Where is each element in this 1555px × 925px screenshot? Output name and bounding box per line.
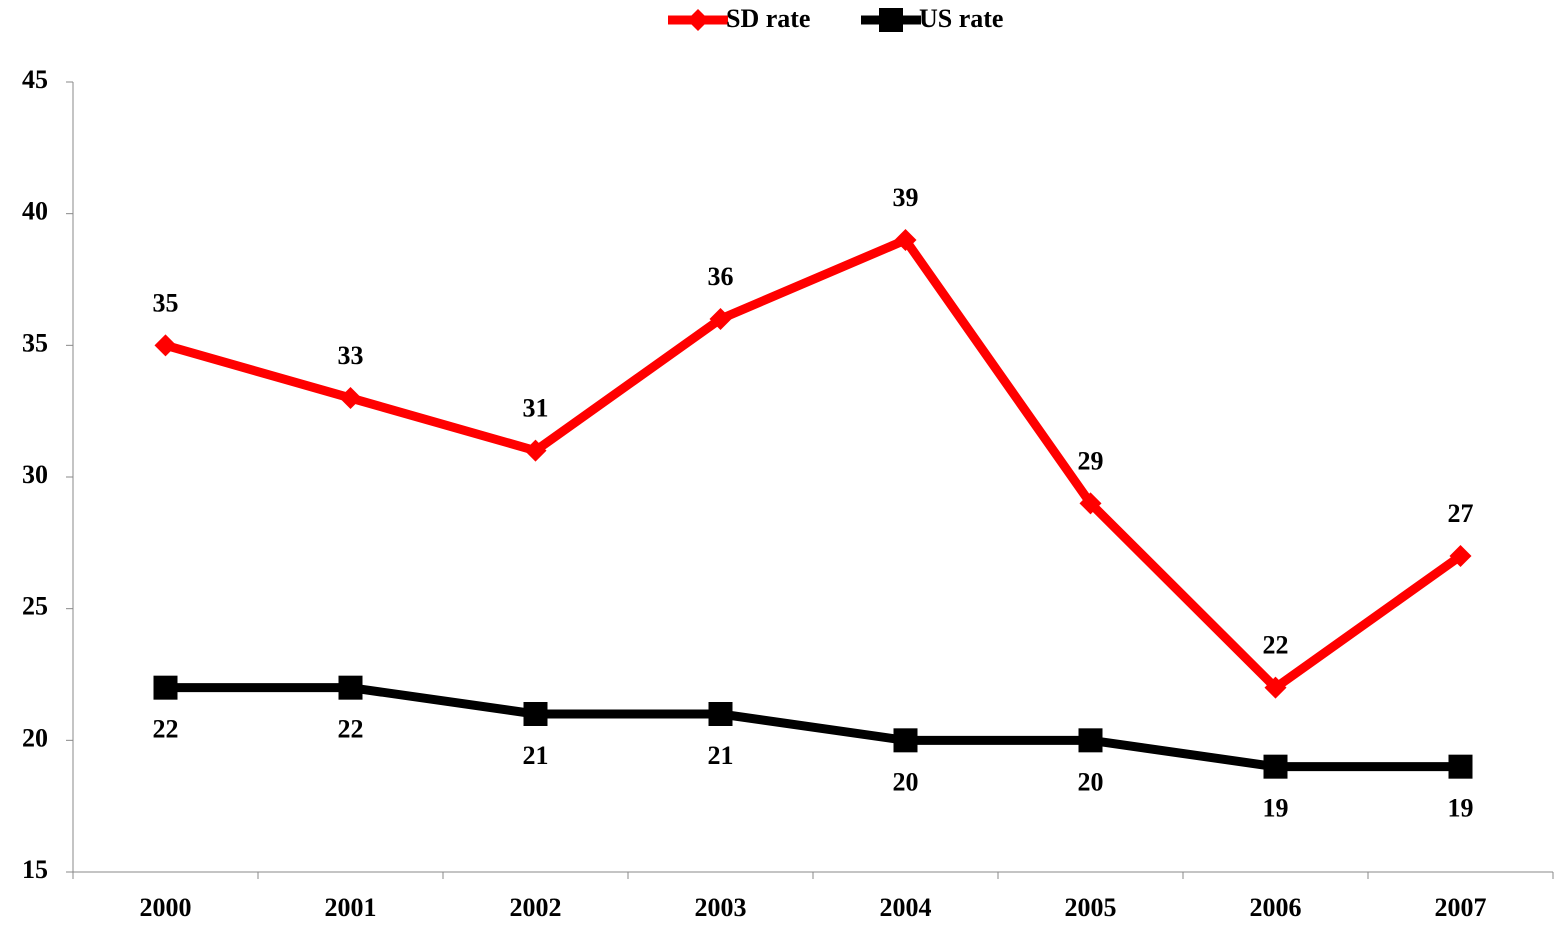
legend-label: US rate [919,4,1003,33]
x-tick-label: 2006 [1250,893,1302,922]
x-tick-label: 2000 [140,893,192,922]
marker [1264,676,1287,699]
data-label: 20 [893,767,919,796]
data-label: 19 [1448,794,1474,823]
y-tick-label: 30 [22,460,48,489]
marker [893,728,918,753]
x-tick-label: 2007 [1435,893,1487,922]
marker [1449,545,1472,567]
legend-label: SD rate [726,4,810,33]
marker [339,387,362,409]
marker [1448,754,1473,779]
data-label: 36 [708,262,734,291]
y-tick-label: 25 [22,592,48,621]
marker [154,334,177,357]
data-label: 19 [1263,794,1289,823]
marker [524,439,547,462]
data-label: 22 [338,715,364,744]
data-label: 21 [523,741,549,770]
x-tick-label: 2004 [880,893,932,922]
y-tick-label: 40 [22,197,48,226]
marker [708,702,733,726]
marker [523,702,548,726]
data-label: 33 [338,341,364,370]
x-tick-label: 2002 [510,893,562,922]
data-label: 31 [523,394,549,423]
x-tick-label: 2003 [695,893,747,922]
data-label: 21 [708,741,734,770]
y-tick-label: 20 [22,723,48,752]
data-label: 20 [1078,767,1104,796]
marker [894,229,917,251]
legend-marker [879,8,903,32]
marker [1079,492,1102,515]
marker [153,675,178,700]
marker [709,308,732,330]
legend-marker [687,9,709,31]
data-label: 29 [1078,446,1104,475]
data-label: 22 [1263,631,1289,660]
series-line [165,683,1461,772]
marker [338,675,363,700]
x-tick-label: 2001 [325,893,377,922]
y-tick-label: 45 [22,65,48,94]
marker [1263,754,1288,779]
y-tick-label: 15 [22,855,48,884]
data-label: 22 [153,715,179,744]
marker [1078,728,1103,753]
data-label: 27 [1448,499,1474,528]
data-label: 39 [893,183,919,212]
y-tick-label: 35 [22,328,48,357]
x-tick-label: 2005 [1065,893,1117,922]
data-label: 35 [153,288,179,317]
series-line [164,235,1464,693]
